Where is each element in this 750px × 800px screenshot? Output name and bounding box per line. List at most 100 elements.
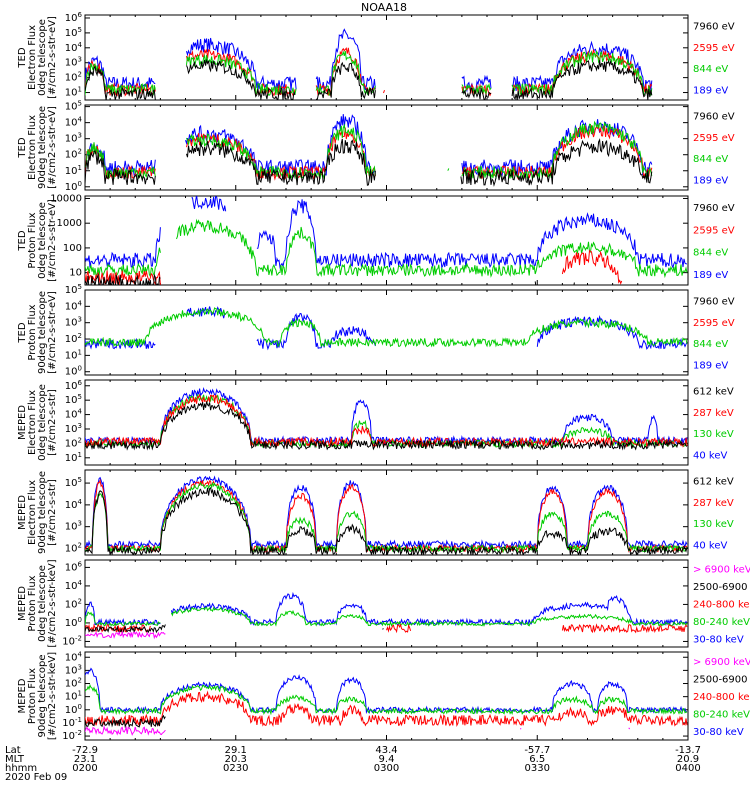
series-trace — [85, 307, 688, 348]
y-tick-label: 106 — [65, 560, 83, 573]
y-axis-label: TEDProton Flux0deg telescope[#/cm2-s-str… — [17, 199, 58, 282]
legend-entry: 240-800 ke — [693, 600, 750, 611]
y-axis-label-line: MEPED — [17, 495, 28, 530]
x-tick-mlt: 9.4 — [379, 754, 395, 765]
y-tick-label: 102 — [65, 541, 82, 554]
legend-entry: 287 keV — [693, 498, 734, 509]
y-axis-label-line: 90deg telescope — [37, 471, 48, 554]
plot-frame — [84, 559, 689, 648]
legend-entry: 844 eV — [693, 248, 728, 259]
y-tick-label: 106 — [65, 379, 83, 392]
legend-entry: 7960 eV — [693, 22, 735, 33]
y-tick-label: 10000 — [50, 193, 82, 204]
y-tick-label: 100 — [65, 703, 82, 716]
x-tick-hhmm: 0300 — [374, 763, 399, 774]
legend-entry: 30-80 keV — [693, 727, 744, 738]
y-tick-label: 105 — [65, 100, 82, 113]
y-axis-label-line: TED — [17, 230, 28, 251]
y-axis-label-line: 0deg telescope — [37, 19, 48, 96]
y-tick-label: 104 — [65, 116, 83, 129]
series-trace — [85, 690, 688, 727]
series-trace — [85, 401, 688, 451]
y-tick-label: 1000 — [57, 218, 82, 229]
series-group — [85, 114, 679, 185]
panel-2: 100 101 102 103 104 105 TEDElectron Flux90deg … — [17, 100, 735, 193]
legend-entry: 844 eV — [693, 154, 728, 165]
legend-entry: > 6900 keV — [693, 657, 750, 668]
y-tick-label: 104 — [65, 579, 83, 592]
y-axis-label-line: MEPED — [17, 678, 28, 713]
y-axis-label-line: TED — [17, 47, 28, 68]
y-axis-label: MEPEDProton Flux0deg telescope[#/cm2-s-s… — [17, 559, 58, 647]
x-tick-lat: 29.1 — [225, 745, 247, 756]
legend-entry: 189 eV — [693, 85, 728, 96]
legend-entry: 7960 eV — [693, 112, 735, 123]
x-row-label: MLT — [5, 754, 25, 765]
y-tick-label: 102 — [65, 436, 82, 449]
y-axis-label-line: [#/cm2-s-str] — [47, 389, 58, 456]
series-group — [85, 196, 688, 289]
plot-frame — [84, 651, 689, 741]
y-tick-label: 104 — [65, 299, 83, 312]
y-tick-label: 104 — [65, 650, 83, 663]
x-tick-mlt: 23.1 — [74, 754, 96, 765]
plot-frame — [84, 104, 689, 191]
x-row-label: hhmm — [5, 763, 37, 774]
y-tick-label: 100 — [63, 243, 82, 254]
x-tick-mlt: 20.3 — [225, 754, 247, 765]
legend-entry: 2595 eV — [693, 225, 735, 236]
y-tick-label: 101 — [65, 164, 82, 177]
y-tick-label: 10-1 — [62, 716, 82, 729]
y-tick-label: 102 — [65, 677, 82, 690]
y-axis-label-line: Proton Flux — [27, 212, 38, 268]
y-tick-label: 103 — [65, 316, 82, 329]
y-tick-label: 106 — [65, 11, 83, 24]
series-group — [85, 306, 688, 351]
legend-entry: 612 keV — [693, 477, 734, 488]
x-tick-hhmm: 0400 — [675, 763, 700, 774]
legend-entry: 80-240 keV — [693, 617, 750, 628]
y-tick-label: 101 — [65, 348, 82, 361]
plot-frame — [84, 379, 689, 466]
y-tick-label: 104 — [65, 408, 83, 421]
y-axis-label-line: Proton Flux — [27, 668, 38, 724]
legend-entry: 2595 eV — [693, 43, 735, 54]
y-axis-label-line: TED — [17, 322, 28, 343]
y-axis-label-line: Proton Flux — [27, 304, 38, 360]
panel-1: 101 102 103 104 105 106 TEDElectron Flux0deg t… — [17, 11, 735, 101]
series-group — [85, 667, 688, 735]
y-axis-label-line: Electron Flux — [27, 390, 38, 455]
series-trace — [85, 218, 688, 279]
y-tick-label: 101 — [65, 451, 82, 464]
y-axis-label-line: [#/cm2-s-str-keV] — [47, 559, 58, 647]
y-tick-label: 105 — [65, 26, 82, 39]
y-axis-label-line: Proton Flux — [27, 575, 38, 631]
legend-entry: 2595 eV — [693, 318, 735, 329]
y-tick-label: 102 — [65, 148, 82, 161]
y-axis-label-line: MEPED — [17, 405, 28, 440]
y-axis-label-line: Electron Flux — [27, 115, 38, 180]
y-axis-label-line: 90deg telescope — [37, 654, 48, 737]
y-axis-label-line: Electron Flux — [27, 480, 38, 545]
y-axis-label: MEPEDElectron Flux90deg telescope[#/cm2-… — [17, 471, 58, 554]
y-axis-label-line: 0deg telescope — [37, 384, 48, 461]
legend-entry: 2595 eV — [693, 133, 735, 144]
y-tick-label: 10-2 — [62, 634, 82, 647]
y-axis-label-line: 0deg telescope — [37, 565, 48, 642]
x-tick-hhmm: 0230 — [223, 763, 248, 774]
series-group — [85, 475, 688, 555]
legend-entry: 189 eV — [693, 175, 728, 186]
y-axis-label-line: Electron Flux — [27, 25, 38, 90]
y-axis-label-line: 0deg telescope — [37, 202, 48, 279]
y-tick-label: 103 — [65, 663, 82, 676]
legend-entry: 130 keV — [693, 519, 734, 530]
series-trace — [85, 394, 688, 449]
y-tick-label: 103 — [65, 132, 82, 145]
legend-entry: 189 eV — [693, 270, 728, 281]
x-tick-lat: -13.7 — [675, 745, 701, 756]
legend-entry: 2500-6900 — [693, 582, 748, 593]
